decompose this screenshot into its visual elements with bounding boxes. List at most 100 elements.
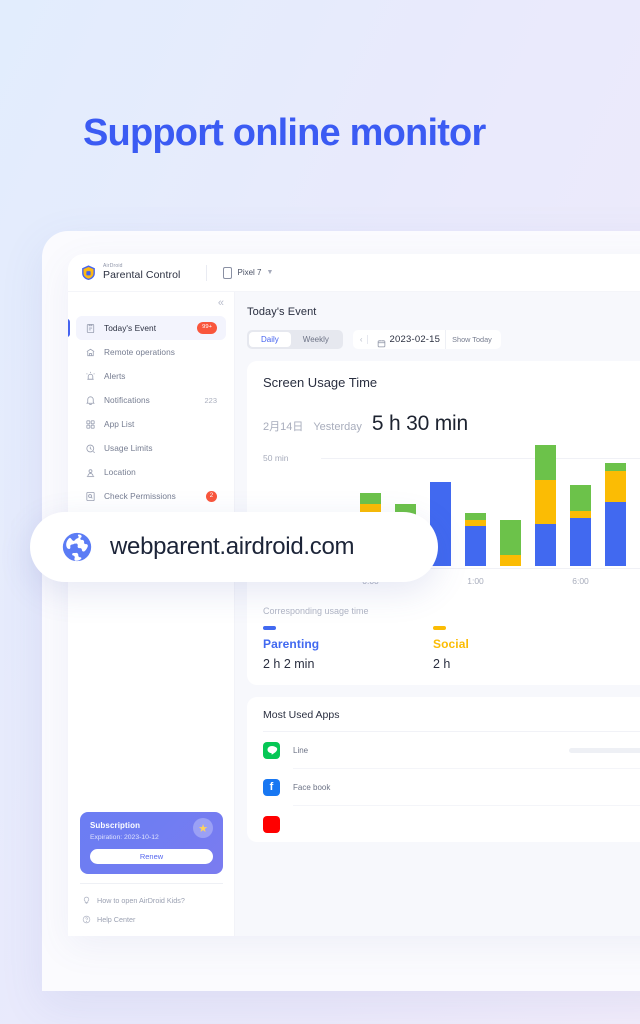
screen-usage-title: Screen Usage Time <box>263 375 378 390</box>
sidebar-item-label: Notifications <box>104 395 150 405</box>
list-item[interactable] <box>263 806 640 842</box>
subscription-title: Subscription <box>90 821 141 830</box>
sidebar: « Today's Event 99+ <box>68 292 235 936</box>
sidebar-item-label: Alerts <box>104 371 126 381</box>
legend-swatch <box>433 626 446 630</box>
topbar-divider <box>206 264 208 281</box>
chart-legend: Parenting 2 h 2 min Social 2 h <box>263 626 640 671</box>
chart-bar-segment <box>360 493 381 505</box>
legend-item-parenting: Parenting 2 h 2 min <box>263 626 433 671</box>
sidebar-link-help-center[interactable]: Help Center <box>82 915 135 924</box>
app-window: AirDroid Parental Control Pixel 7 ▼ « <box>68 254 640 936</box>
subscription-card[interactable]: ★ Subscription Expiration: 2023-10-12 Re… <box>80 812 223 874</box>
period-tabs: Daily Weekly <box>247 330 343 349</box>
question-icon <box>82 915 91 924</box>
corresponding-usage-label: Corresponding usage time <box>263 606 369 616</box>
gridline-top <box>321 458 640 459</box>
chart-bar <box>605 462 626 566</box>
youtube-icon <box>263 815 280 833</box>
chart-bar <box>535 445 556 566</box>
sidebar-item-label: Usage Limits <box>104 443 153 453</box>
most-used-apps-title: Most Used Apps <box>263 709 340 721</box>
url-text: webparent.airdroid.com <box>110 533 355 560</box>
brand-sub: AirDroid <box>103 263 123 270</box>
device-name: Pixel 7 <box>237 268 262 277</box>
device-selector[interactable]: Pixel 7 ▼ <box>223 266 274 279</box>
bell-icon <box>85 395 96 406</box>
controls-row: Daily Weekly ‹ 2023-02-15 Show Today <box>247 330 640 349</box>
phone-icon <box>223 266 233 279</box>
date-divider <box>366 335 368 344</box>
tab-daily[interactable]: Daily <box>249 332 291 347</box>
divider <box>293 768 640 769</box>
alarm-icon <box>85 371 96 382</box>
status-badge: 2 <box>206 490 217 502</box>
renew-button[interactable]: Renew <box>90 849 213 864</box>
chevron-down-icon: ▼ <box>266 269 274 276</box>
x-tick-label: 1:00 <box>467 576 484 586</box>
legend-value: 2 h 2 min <box>263 657 315 671</box>
chart-bar-segment <box>500 519 521 555</box>
sidebar-item-app-list[interactable]: App List <box>76 412 226 436</box>
usage-summary: 2月14日 Yesterday 5 h 30 min <box>263 412 640 436</box>
timer-icon <box>85 443 96 454</box>
remote-icon <box>85 347 96 358</box>
chart-bar-segment <box>535 445 556 481</box>
show-today-button[interactable]: Show Today <box>445 330 498 349</box>
sidebar-item-location[interactable]: Location <box>76 460 226 484</box>
person-pin-icon <box>85 467 96 478</box>
chart-bar-segment <box>535 524 556 566</box>
legend-label: Parenting <box>263 637 320 651</box>
list-item[interactable]: f Face book <box>263 769 640 805</box>
sidebar-item-remote-operations[interactable]: Remote operations <box>76 340 226 364</box>
usage-bar <box>569 747 640 753</box>
y-tick-max: 50 min <box>263 453 289 463</box>
sidebar-divider <box>80 883 223 884</box>
chart-bar-segment <box>570 511 591 518</box>
legend-swatch <box>263 626 276 630</box>
calendar-icon[interactable] <box>377 335 386 348</box>
usage-total: 5 h 30 min <box>371 412 468 435</box>
date-value[interactable]: 2023-02-15 <box>389 334 441 345</box>
brand-name: Parental Control <box>103 269 181 282</box>
sidebar-item-notifications[interactable]: Notifications 223 <box>76 388 226 412</box>
status-badge: 99+ <box>197 322 217 334</box>
legend-item-social: Social 2 h <box>433 626 603 671</box>
chart-bar-segment <box>605 471 626 503</box>
tab-weekly[interactable]: Weekly <box>302 335 329 344</box>
clipboard-icon <box>85 323 96 334</box>
globe-icon <box>60 530 94 564</box>
url-callout: webparent.airdroid.com <box>30 512 438 582</box>
brand-text: AirDroid Parental Control <box>103 264 180 281</box>
chart-bar-segment <box>605 502 626 566</box>
search-doc-icon <box>85 491 96 502</box>
chart-bar <box>465 513 486 566</box>
subscription-expiration: Expiration: 2023-10-12 <box>90 834 159 841</box>
app-topbar: AirDroid Parental Control Pixel 7 ▼ <box>68 254 640 292</box>
chart-bar <box>570 484 591 566</box>
chevron-left-icon[interactable]: ‹ <box>359 335 363 344</box>
list-item[interactable]: Line <box>263 732 640 768</box>
sidebar-item-usage-limits[interactable]: Usage Limits <box>76 436 226 460</box>
screen-usage-card: Screen Usage Time 2月14日 Yesterday 5 h 30… <box>247 361 640 685</box>
collapse-sidebar-icon[interactable]: « <box>217 297 224 309</box>
chart-bar <box>500 519 521 566</box>
chart-bar-segment <box>500 555 521 566</box>
main-content: Today's Event Daily Weekly ‹ 2023-02-15 … <box>235 292 640 936</box>
brand: AirDroid Parental Control <box>80 264 180 281</box>
sidebar-item-todays-event[interactable]: Today's Event 99+ <box>68 316 226 340</box>
sidebar-item-check-permissions[interactable]: Check Permissions 2 <box>76 484 226 508</box>
chart-bar-segment <box>605 462 626 472</box>
date-navigator: ‹ 2023-02-15 Show Today <box>352 330 501 349</box>
app-body: « Today's Event 99+ <box>68 292 640 936</box>
most-used-apps-card: Most Used Apps Line f Face book <box>247 697 640 842</box>
airdroid-logo-icon <box>80 264 97 281</box>
line-icon <box>263 741 280 759</box>
sidebar-item-alerts[interactable]: Alerts <box>76 364 226 388</box>
grid-icon <box>85 419 96 430</box>
legend-value: 2 h <box>433 657 451 671</box>
star-icon: ★ <box>193 818 213 838</box>
page-title: Support online monitor <box>83 112 486 154</box>
divider <box>263 731 640 732</box>
sidebar-link-how-to-open[interactable]: How to open AirDroid Kids? <box>82 896 185 905</box>
